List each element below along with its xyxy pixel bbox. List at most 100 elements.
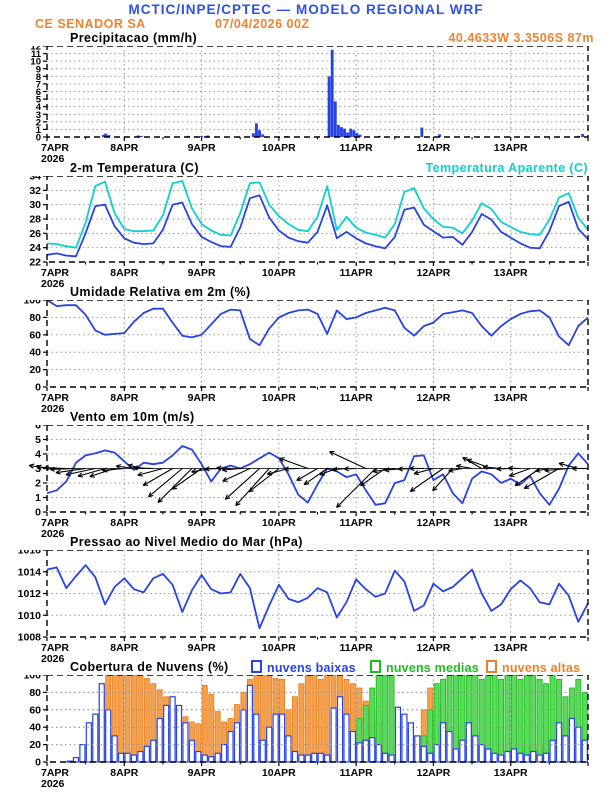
- svg-text:2026: 2026: [41, 528, 65, 540]
- svg-text:11APR: 11APR: [340, 767, 374, 779]
- svg-text:7APR: 7APR: [41, 142, 69, 154]
- svg-text:12APR: 12APR: [416, 142, 450, 154]
- series-line: [46, 564, 589, 630]
- svg-text:9APR: 9APR: [188, 142, 216, 154]
- svg-text:24: 24: [29, 242, 41, 254]
- svg-text:2026: 2026: [41, 278, 65, 290]
- svg-text:1: 1: [35, 492, 41, 504]
- svg-text:7APR: 7APR: [41, 392, 69, 404]
- mid-clouds-swatch-icon: [370, 660, 381, 673]
- svg-text:0: 0: [35, 382, 41, 394]
- svg-text:7APR: 7APR: [41, 767, 69, 779]
- svg-text:2026: 2026: [41, 778, 65, 790]
- gridlines-top: [47, 691, 588, 746]
- station-name: CE SENADOR SA: [35, 17, 146, 31]
- legend-mid-clouds-label: nuvens medias: [386, 661, 479, 675]
- high-clouds-swatch-icon: [486, 660, 497, 673]
- svg-text:8APR: 8APR: [110, 767, 138, 779]
- svg-text:7: 7: [36, 79, 41, 90]
- svg-text:12APR: 12APR: [416, 767, 450, 779]
- wind-arrows: [28, 451, 588, 508]
- series-line: [46, 194, 589, 258]
- svg-text:3: 3: [36, 110, 41, 121]
- svg-text:11: 11: [31, 49, 42, 60]
- plot-frame: [46, 675, 589, 763]
- svg-text:80: 80: [29, 687, 41, 699]
- precipitation-title: Precipitacao (mm/h): [70, 31, 198, 45]
- svg-text:12APR: 12APR: [416, 392, 450, 404]
- humidity-title: Umidade Relativa em 2m (%): [70, 285, 251, 299]
- svg-text:9APR: 9APR: [188, 392, 216, 404]
- svg-text:20: 20: [29, 739, 41, 751]
- svg-text:4: 4: [36, 102, 42, 113]
- svg-text:13APR: 13APR: [494, 142, 528, 154]
- svg-text:0: 0: [35, 757, 41, 769]
- svg-text:1014: 1014: [18, 566, 42, 578]
- svg-text:80: 80: [29, 312, 41, 324]
- svg-text:7APR: 7APR: [41, 267, 69, 279]
- svg-text:100: 100: [23, 675, 41, 682]
- svg-text:2026: 2026: [41, 403, 65, 415]
- svg-text:3: 3: [35, 463, 41, 475]
- svg-text:10APR: 10APR: [262, 767, 296, 779]
- svg-text:1016: 1016: [18, 550, 42, 557]
- svg-text:13APR: 13APR: [494, 267, 528, 279]
- svg-text:13APR: 13APR: [494, 392, 528, 404]
- svg-text:26: 26: [29, 228, 41, 240]
- location-coordinates: 40.4633W 3.3506S 87m: [448, 31, 594, 45]
- svg-text:2: 2: [36, 117, 41, 128]
- page-title: MCTIC/INPE/CPTEC — MODELO REGIONAL WRF: [128, 2, 484, 17]
- svg-text:2026: 2026: [41, 153, 65, 165]
- svg-text:13APR: 13APR: [494, 642, 528, 654]
- svg-text:8APR: 8APR: [110, 642, 138, 654]
- run-datetime: 07/04/2026 00Z: [215, 17, 310, 31]
- svg-text:9APR: 9APR: [188, 517, 216, 529]
- low-clouds-swatch-icon: [251, 660, 262, 673]
- svg-text:100: 100: [23, 300, 41, 307]
- svg-text:8APR: 8APR: [110, 142, 138, 154]
- svg-text:1: 1: [36, 125, 42, 136]
- svg-text:11APR: 11APR: [340, 392, 374, 404]
- svg-text:8APR: 8APR: [110, 517, 138, 529]
- gridlines: [47, 300, 588, 387]
- svg-text:40: 40: [29, 722, 41, 734]
- svg-text:28: 28: [29, 214, 41, 226]
- legend-high-clouds: nuvens altas: [486, 660, 580, 675]
- cloud-cover-title: Cobertura de Nuvens (%): [70, 660, 229, 674]
- svg-text:34: 34: [29, 176, 41, 183]
- svg-text:8APR: 8APR: [110, 392, 138, 404]
- svg-text:5: 5: [35, 434, 41, 446]
- series-line: [46, 180, 589, 249]
- legend-high-clouds-label: nuvens altas: [502, 661, 581, 675]
- svg-text:0: 0: [35, 507, 41, 519]
- svg-text:40: 40: [29, 347, 41, 359]
- svg-text:11APR: 11APR: [340, 642, 374, 654]
- svg-text:13APR: 13APR: [494, 517, 528, 529]
- svg-text:1008: 1008: [18, 632, 42, 644]
- svg-text:2: 2: [35, 478, 41, 490]
- svg-text:12APR: 12APR: [416, 642, 450, 654]
- svg-text:60: 60: [29, 329, 41, 341]
- svg-text:9APR: 9APR: [188, 267, 216, 279]
- gridlines: [47, 46, 588, 137]
- svg-text:9: 9: [36, 64, 41, 75]
- svg-text:4: 4: [35, 449, 41, 461]
- svg-text:12: 12: [30, 46, 41, 53]
- svg-text:13APR: 13APR: [494, 767, 528, 779]
- svg-text:7APR: 7APR: [41, 642, 69, 654]
- svg-text:22: 22: [29, 257, 41, 269]
- svg-text:1010: 1010: [18, 610, 42, 622]
- svg-text:6: 6: [36, 87, 41, 98]
- svg-text:12APR: 12APR: [416, 517, 450, 529]
- svg-text:10: 10: [30, 57, 41, 68]
- svg-text:10APR: 10APR: [262, 392, 296, 404]
- legend-low-clouds-label: nuvens baixas: [267, 661, 356, 675]
- svg-text:8APR: 8APR: [110, 267, 138, 279]
